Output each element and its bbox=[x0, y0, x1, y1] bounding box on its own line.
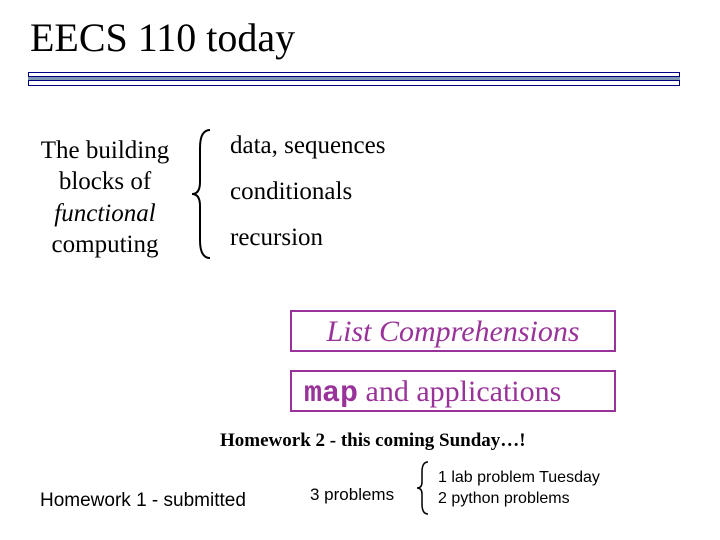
map-rest: and applications bbox=[358, 375, 561, 408]
brace-small-icon bbox=[415, 460, 431, 516]
title-rule bbox=[28, 72, 680, 86]
bb-line4: computing bbox=[52, 231, 159, 258]
subproblems-list: 1 lab problem Tuesday 2 python problems bbox=[438, 468, 600, 510]
bb-line2: blocks of bbox=[59, 168, 151, 195]
map-keyword: map bbox=[304, 377, 358, 411]
slide-title: EECS 110 today bbox=[30, 14, 295, 61]
topic-conditionals: conditionals bbox=[230, 178, 385, 206]
box-map-applications: map and applications bbox=[290, 370, 616, 412]
homework-2-note: Homework 2 - this coming Sunday…! bbox=[220, 430, 526, 452]
topic-data: data, sequences bbox=[230, 132, 385, 160]
box-list-comprehensions: List Comprehensions bbox=[290, 310, 616, 352]
bb-line1: The building bbox=[41, 137, 169, 164]
subproblem-python: 2 python problems bbox=[438, 489, 600, 510]
bb-line3: functional bbox=[54, 200, 155, 227]
three-problems-label: 3 problems bbox=[310, 485, 394, 505]
brace-icon bbox=[190, 128, 216, 260]
topics-list: data, sequences conditionals recursion bbox=[230, 132, 385, 270]
topic-recursion: recursion bbox=[230, 224, 385, 252]
building-blocks-label: The building blocks of functional comput… bbox=[30, 135, 180, 260]
homework-1-note: Homework 1 - submitted bbox=[40, 490, 246, 512]
subproblem-lab: 1 lab problem Tuesday bbox=[438, 468, 600, 489]
